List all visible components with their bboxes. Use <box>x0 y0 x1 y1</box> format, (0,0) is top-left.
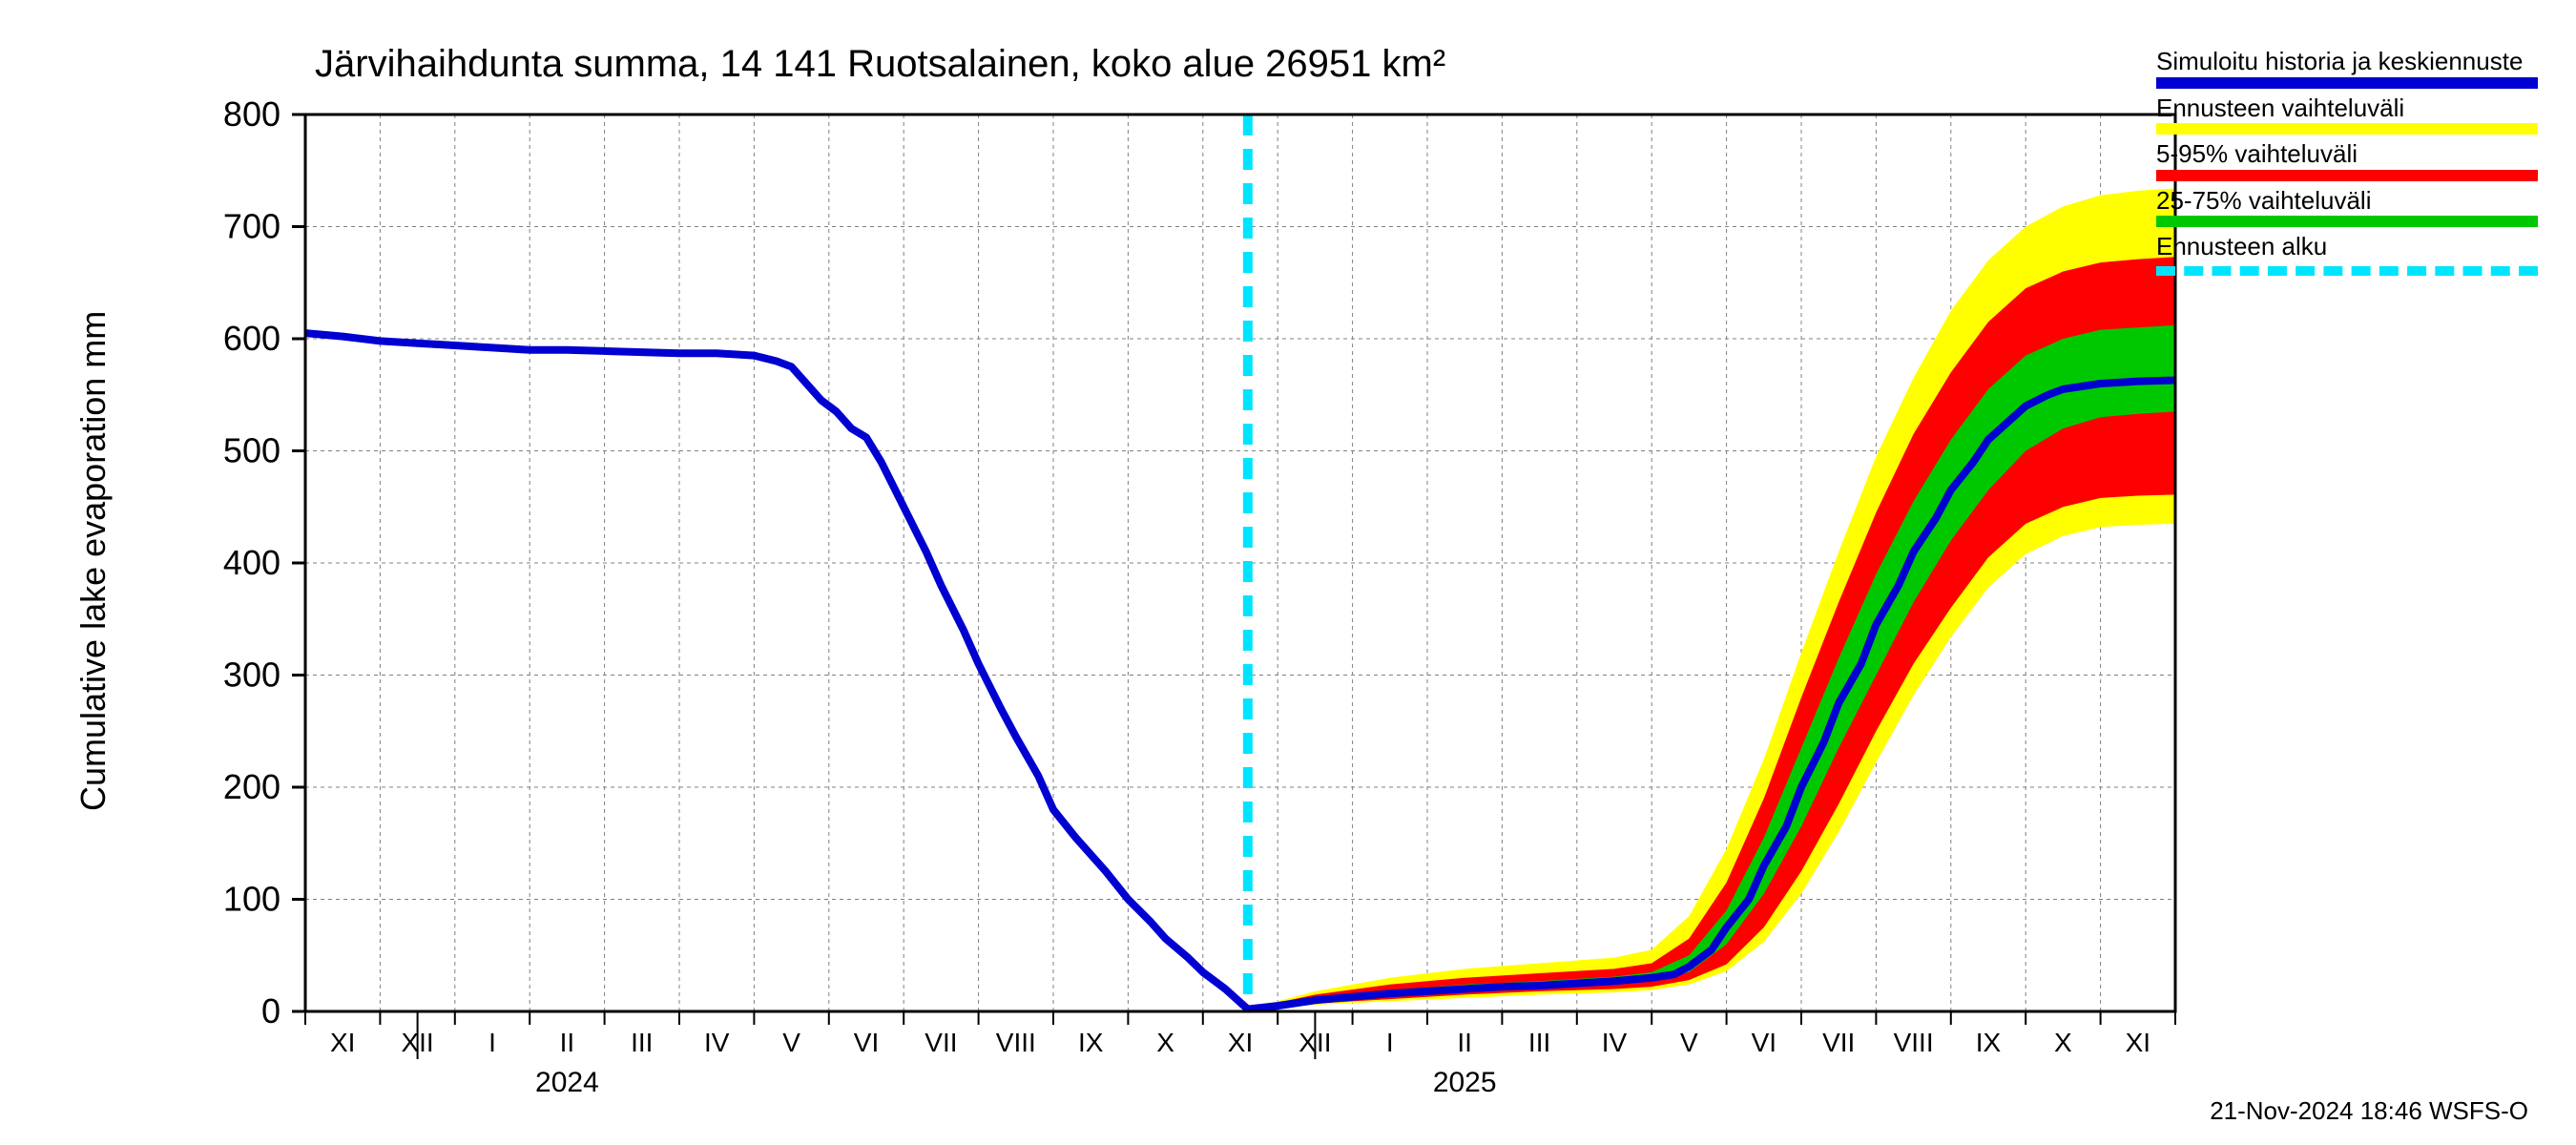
footer-timestamp: 21-Nov-2024 18:46 WSFS-O <box>2210 1096 2528 1126</box>
svg-text:0: 0 <box>261 991 280 1030</box>
svg-text:800: 800 <box>223 94 280 134</box>
svg-text:400: 400 <box>223 543 280 582</box>
svg-text:VIII: VIII <box>996 1028 1036 1057</box>
svg-text:II: II <box>560 1028 575 1057</box>
legend-item-range: Ennusteen vaihteluväli <box>2156 94 2538 135</box>
svg-text:I: I <box>1386 1028 1394 1057</box>
svg-text:III: III <box>1528 1028 1550 1057</box>
legend: Simuloitu historia ja keskiennuste Ennus… <box>2156 48 2538 281</box>
svg-text:IX: IX <box>1078 1028 1104 1057</box>
svg-text:XI: XI <box>1228 1028 1253 1057</box>
legend-item-history: Simuloitu historia ja keskiennuste <box>2156 48 2538 89</box>
legend-label: 5-95% vaihteluväli <box>2156 140 2538 168</box>
svg-text:IX: IX <box>1976 1028 2002 1057</box>
legend-swatch <box>2156 123 2538 135</box>
svg-text:VI: VI <box>854 1028 879 1057</box>
legend-item-5-95: 5-95% vaihteluväli <box>2156 140 2538 181</box>
svg-text:X: X <box>2054 1028 2072 1057</box>
legend-label: Ennusteen alku <box>2156 233 2538 260</box>
svg-text:Cumulative lake evaporation: Cumulative lake evaporation mm <box>73 311 113 811</box>
svg-text:IV: IV <box>1602 1028 1628 1057</box>
legend-label: 25-75% vaihteluväli <box>2156 187 2538 215</box>
svg-text:I: I <box>488 1028 496 1057</box>
legend-swatch <box>2156 266 2538 276</box>
svg-text:XI: XI <box>330 1028 355 1057</box>
svg-text:III: III <box>631 1028 653 1057</box>
svg-text:V: V <box>1680 1028 1698 1057</box>
svg-text:VI: VI <box>1752 1028 1776 1057</box>
svg-text:2024: 2024 <box>535 1067 599 1098</box>
svg-text:200: 200 <box>223 767 280 806</box>
svg-text:700: 700 <box>223 207 280 246</box>
svg-text:XI: XI <box>2126 1028 2150 1057</box>
svg-text:V: V <box>782 1028 800 1057</box>
legend-label: Simuloitu historia ja keskiennuste <box>2156 48 2538 75</box>
svg-text:300: 300 <box>223 656 280 695</box>
svg-text:Järvihaihdunta summa, 14 141 R: Järvihaihdunta summa, 14 141 Ruotsalaine… <box>315 43 1445 85</box>
legend-swatch <box>2156 216 2538 227</box>
svg-text:VII: VII <box>924 1028 957 1057</box>
svg-text:II: II <box>1457 1028 1472 1057</box>
svg-text:VII: VII <box>1822 1028 1855 1057</box>
legend-swatch <box>2156 77 2538 89</box>
svg-text:600: 600 <box>223 319 280 358</box>
svg-text:500: 500 <box>223 431 280 470</box>
svg-text:2025: 2025 <box>1433 1067 1497 1098</box>
legend-item-forecast-start: Ennusteen alku <box>2156 233 2538 276</box>
svg-text:100: 100 <box>223 880 280 919</box>
legend-label: Ennusteen vaihteluväli <box>2156 94 2538 122</box>
legend-swatch <box>2156 170 2538 181</box>
svg-text:X: X <box>1156 1028 1174 1057</box>
legend-item-25-75: 25-75% vaihteluväli <box>2156 187 2538 228</box>
chart-container: 0100200300400500600700800XIXIIIIIIIIIVVV… <box>0 0 2576 1145</box>
svg-text:VIII: VIII <box>1894 1028 1934 1057</box>
svg-text:IV: IV <box>704 1028 730 1057</box>
